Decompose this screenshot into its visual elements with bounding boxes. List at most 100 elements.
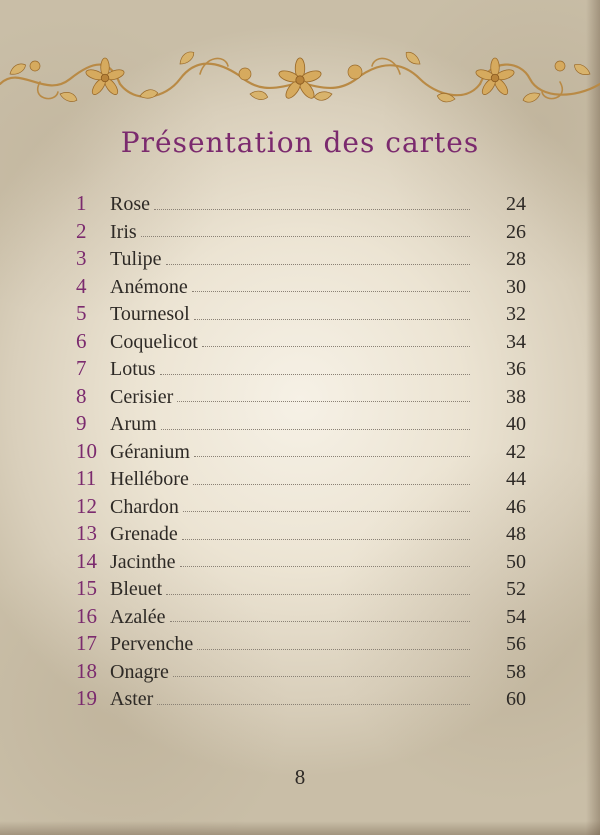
toc-entry-page: 56 bbox=[506, 633, 526, 655]
toc-entry-title: Iris bbox=[110, 220, 137, 243]
toc-entry-number: 5 bbox=[76, 301, 87, 325]
toc-entry-page: 50 bbox=[506, 550, 526, 573]
toc-entry-page: 52 bbox=[506, 578, 526, 600]
dot-leader bbox=[201, 345, 470, 347]
toc-entry-number: 19 bbox=[76, 686, 97, 710]
toc-entry: 19 Aster 60 bbox=[76, 685, 526, 713]
toc-entry: 9 Arum 40 bbox=[76, 410, 526, 438]
toc-entry-number: 9 bbox=[76, 411, 87, 435]
toc-entry-page: 54 bbox=[506, 605, 526, 628]
dot-leader bbox=[192, 483, 470, 485]
toc-entry-number: 17 bbox=[76, 631, 97, 655]
table-of-contents: 1 Rose 24 2 Iris 26 3 Tulipe 28 4 Anémone 30 5 Tourne… bbox=[76, 190, 526, 713]
toc-entry-title: Bleuet bbox=[110, 578, 163, 600]
toc-entry-page: 28 bbox=[506, 248, 526, 270]
toc-entry-number: 7 bbox=[76, 356, 87, 380]
toc-entry-title: Cerisier bbox=[110, 385, 174, 408]
dot-leader bbox=[191, 290, 470, 292]
dot-leader bbox=[165, 263, 470, 265]
toc-entry: 16 Azalée 54 bbox=[76, 603, 526, 631]
toc-entry-page: 32 bbox=[506, 303, 526, 325]
toc-entry-title: Hellébore bbox=[110, 468, 189, 490]
toc-entry-page: 44 bbox=[506, 468, 526, 490]
toc-entry-number: 8 bbox=[76, 383, 87, 408]
toc-entry-title: Onagre bbox=[110, 660, 169, 683]
toc-entry-number: 4 bbox=[76, 273, 87, 298]
toc-entry: 10 Géranium 42 bbox=[76, 438, 526, 466]
toc-entry-title: Tulipe bbox=[110, 248, 162, 270]
toc-entry: 12 Chardon 46 bbox=[76, 493, 526, 521]
toc-entry-page: 46 bbox=[506, 495, 526, 518]
toc-entry: 15 Bleuet 52 bbox=[76, 575, 526, 603]
toc-entry-title: Géranium bbox=[110, 440, 190, 463]
toc-entry: 8 Cerisier 38 bbox=[76, 383, 526, 411]
toc-entry: 18 Onagre 58 bbox=[76, 658, 526, 686]
toc-entry-page: 40 bbox=[506, 413, 526, 435]
dot-leader bbox=[177, 400, 470, 402]
toc-entry-title: Tournesol bbox=[110, 303, 190, 325]
toc-entry-title: Lotus bbox=[110, 358, 156, 380]
toc-entry-page: 48 bbox=[506, 523, 526, 545]
toc-entry-page: 30 bbox=[506, 275, 526, 298]
toc-entry-title: Rose bbox=[110, 193, 150, 215]
dot-leader bbox=[181, 538, 470, 540]
toc-entry-page: 36 bbox=[506, 358, 526, 380]
dot-leader bbox=[166, 593, 470, 595]
dot-leader bbox=[154, 208, 470, 210]
dot-leader bbox=[140, 235, 470, 237]
page-title: Présentation des cartes bbox=[120, 126, 480, 159]
dot-leader bbox=[182, 510, 470, 512]
toc-entry-title: Anémone bbox=[110, 275, 188, 298]
toc-entry-number: 6 bbox=[76, 328, 87, 353]
toc-entry-page: 26 bbox=[506, 220, 526, 243]
dot-leader bbox=[193, 455, 470, 457]
dot-leader bbox=[160, 428, 470, 430]
toc-entry-page: 42 bbox=[506, 440, 526, 463]
toc-entry-page: 38 bbox=[506, 385, 526, 408]
toc-entry: 2 Iris 26 bbox=[76, 218, 526, 246]
toc-entry-title: Arum bbox=[110, 413, 157, 435]
toc-entry-number: 14 bbox=[76, 548, 97, 573]
toc-entry: 17 Pervenche 56 bbox=[76, 630, 526, 658]
toc-entry-title: Pervenche bbox=[110, 633, 194, 655]
toc-entry-number: 2 bbox=[76, 218, 87, 243]
dot-leader bbox=[169, 620, 470, 622]
page-number: 8 bbox=[294, 765, 306, 789]
toc-entry: 13 Grenade 48 bbox=[76, 520, 526, 548]
toc-entry-page: 58 bbox=[506, 660, 526, 683]
page-edge-shadow-right bbox=[586, 0, 600, 835]
dot-leader bbox=[172, 675, 470, 677]
toc-entry-title: Coquelicot bbox=[110, 330, 198, 353]
toc-entry-title: Chardon bbox=[110, 495, 179, 518]
toc-entry: 5 Tournesol 32 bbox=[76, 300, 526, 328]
toc-entry-number: 11 bbox=[76, 466, 97, 490]
toc-entry-title: Azalée bbox=[110, 605, 166, 628]
toc-entry-number: 18 bbox=[76, 658, 97, 683]
toc-entry-title: Aster bbox=[110, 688, 154, 710]
toc-entry-page: 24 bbox=[506, 193, 526, 215]
page-edge-shadow-bottom bbox=[0, 821, 600, 835]
toc-entry: 1 Rose 24 bbox=[76, 190, 526, 218]
dot-leader bbox=[159, 373, 470, 375]
toc-entry: 14 Jacinthe 50 bbox=[76, 548, 526, 576]
toc-entry: 7 Lotus 36 bbox=[76, 355, 526, 383]
toc-entry: 6 Coquelicot 34 bbox=[76, 328, 526, 356]
toc-entry: 11 Hellébore 44 bbox=[76, 465, 526, 493]
toc-entry-number: 15 bbox=[76, 576, 97, 600]
toc-entry-number: 10 bbox=[76, 438, 97, 463]
toc-entry-number: 13 bbox=[76, 521, 97, 545]
dot-leader bbox=[193, 318, 470, 320]
dot-leader bbox=[197, 648, 470, 650]
toc-entry-page: 34 bbox=[506, 330, 526, 353]
toc-entry-title: Jacinthe bbox=[110, 550, 176, 573]
dot-leader bbox=[179, 565, 470, 567]
toc-entry-number: 12 bbox=[76, 493, 97, 518]
dot-leader bbox=[157, 703, 470, 705]
toc-entry-page: 60 bbox=[506, 688, 526, 710]
toc-entry-number: 16 bbox=[76, 603, 97, 628]
toc-entry: 3 Tulipe 28 bbox=[76, 245, 526, 273]
toc-entry-number: 1 bbox=[76, 191, 87, 215]
toc-entry-title: Grenade bbox=[110, 523, 178, 545]
floral-scroll-border-icon bbox=[0, 48, 600, 105]
